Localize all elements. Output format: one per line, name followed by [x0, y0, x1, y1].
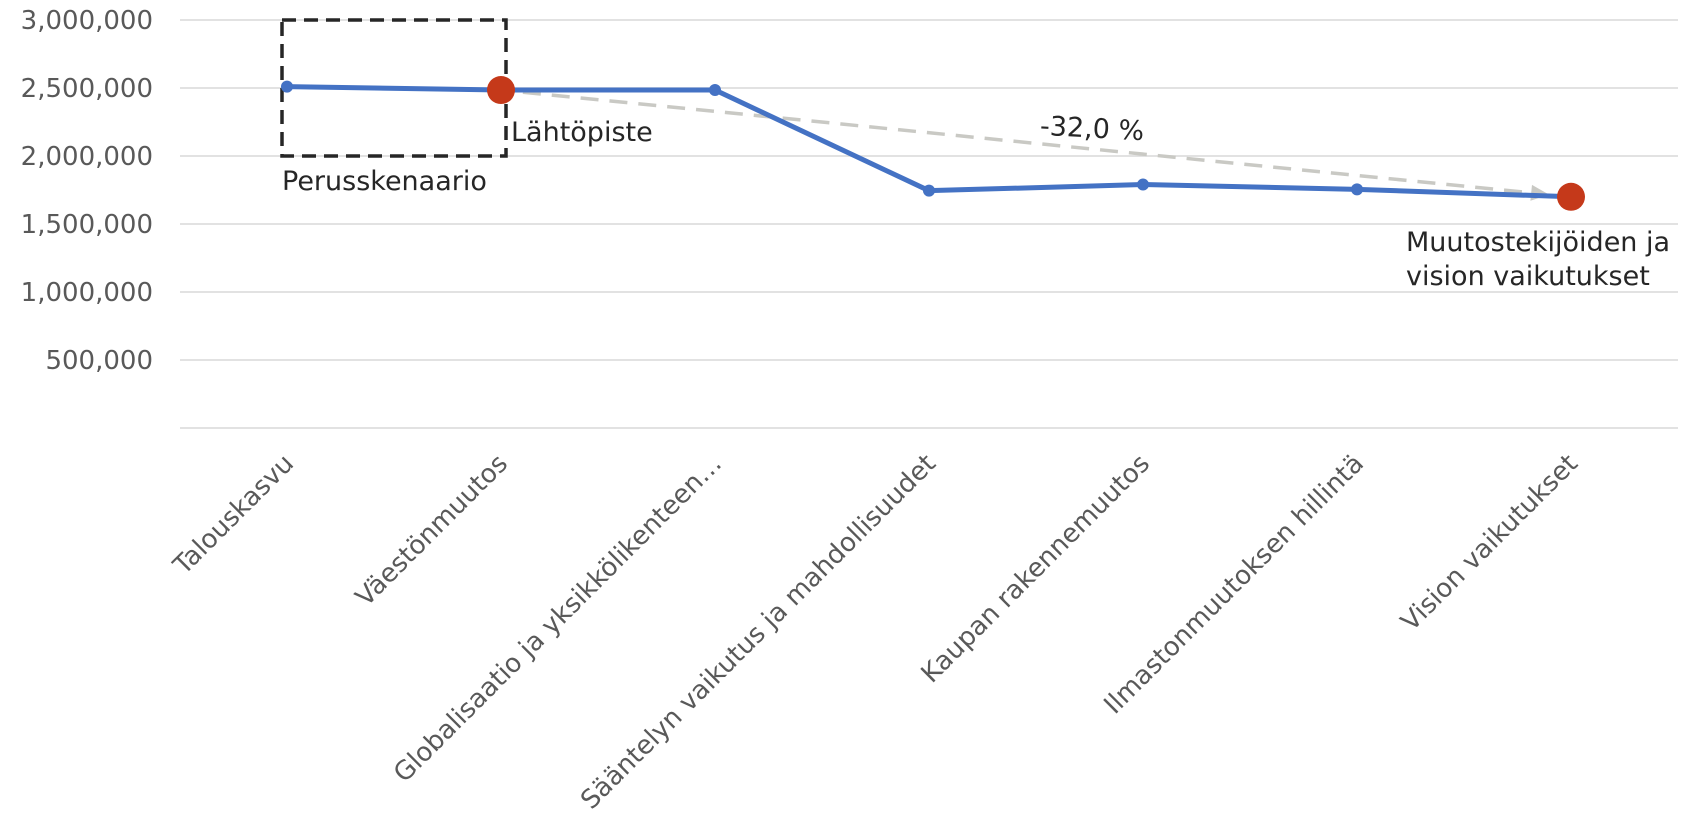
baseline-label: Perusskenaario	[282, 166, 487, 197]
trend-arrow	[522, 90, 1550, 201]
highlight-point	[1557, 182, 1585, 211]
data-point	[709, 84, 721, 97]
start-point-label: Lähtöpiste	[511, 117, 653, 148]
trend-arrow-line	[522, 90, 1536, 195]
data-point	[1137, 178, 1149, 191]
y-tick-label: 1,000,000	[21, 278, 153, 308]
y-axis-ticks: 500,000 1,000,000 1,500,000 2,000,000 2,500,…	[21, 6, 153, 376]
change-percent-label: -32,0 %	[1039, 111, 1145, 147]
end-point-label-line2: vision vaikutukset	[1406, 261, 1650, 292]
y-tick-label: 2,500,000	[21, 74, 153, 104]
end-point-label-line1: Muutostekijöiden ja	[1406, 227, 1670, 258]
gridlines	[180, 19, 1678, 429]
x-tick-label: Ilmastonmuutoksen hillintä	[1098, 449, 1370, 721]
y-tick-label: 3,000,000	[21, 6, 153, 36]
x-tick-label: Vision vaikutukset	[1395, 449, 1584, 638]
y-tick-label: 2,000,000	[21, 142, 153, 172]
x-tick-label: Globalisaatio ja yksikkölikenteen…	[388, 449, 728, 789]
data-point	[923, 184, 935, 197]
x-tick-label: Väestönmuutos	[350, 449, 514, 613]
data-point	[281, 80, 293, 93]
y-tick-label: 1,500,000	[21, 210, 153, 240]
highlight-point	[487, 76, 515, 105]
data-point	[1351, 183, 1363, 196]
series	[281, 76, 1585, 211]
x-tick-label: Sääntelyn vaikutus ja mahdollisuudet	[575, 449, 942, 816]
x-tick-label: Kaupan rakennemuutos	[916, 449, 1156, 689]
y-tick-label: 500,000	[45, 346, 153, 376]
x-tick-label: Talouskasvu	[167, 449, 300, 582]
